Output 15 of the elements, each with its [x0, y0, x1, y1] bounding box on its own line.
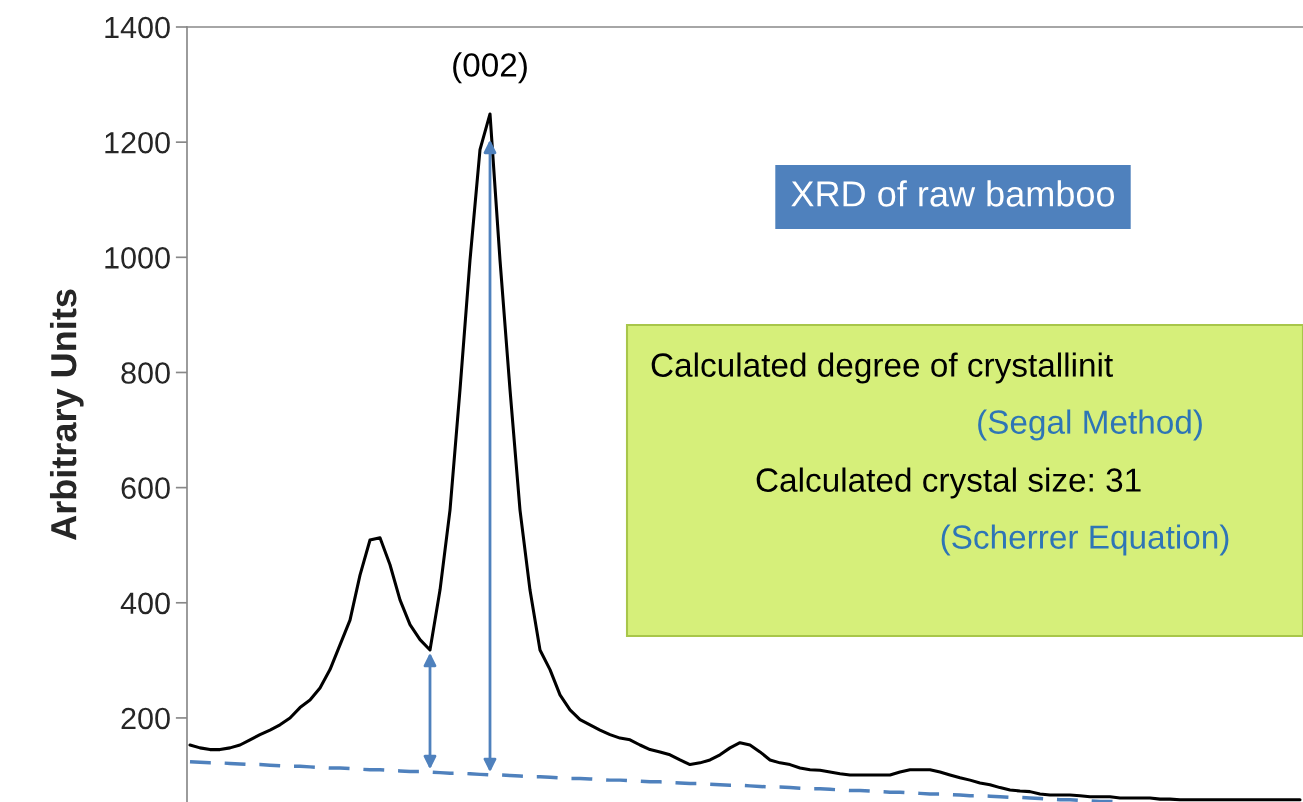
- annotation: (Scherrer Equation): [941, 524, 1229, 556]
- y-axis-title: Arbitrary Units: [49, 289, 84, 541]
- annotation: (002): [453, 52, 527, 84]
- annotation: (Segal Method): [978, 409, 1202, 441]
- annotation: Calculated degree of crystallinit: [651, 352, 1113, 384]
- y-tick-label: 800: [121, 362, 170, 384]
- annotation: XRD of raw bamboo: [791, 180, 1115, 207]
- line-series: [188, 112, 1302, 802]
- y-tick-label: 1000: [105, 247, 170, 269]
- y-tick-label: 200: [121, 707, 170, 730]
- y-tick-label: 1200: [105, 131, 170, 154]
- y-tick-label: 400: [120, 592, 170, 615]
- annotation: Calculated crystal size: 31: [756, 467, 1141, 499]
- y-tick-label: 600: [121, 477, 170, 499]
- y-tick-label: 1400: [105, 16, 170, 39]
